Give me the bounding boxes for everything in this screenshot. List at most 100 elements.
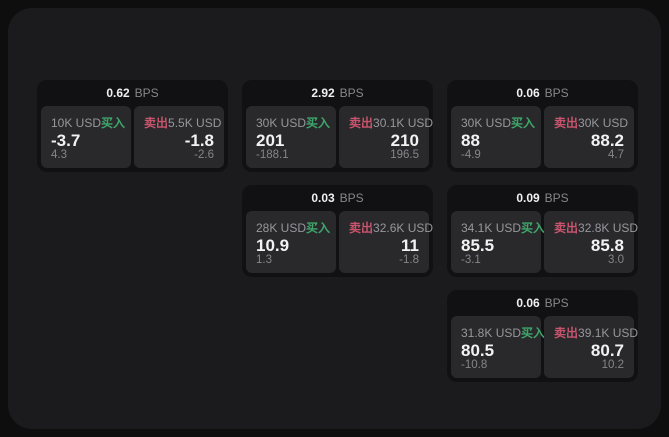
sell-size-label: 30K USD	[578, 116, 629, 130]
sell-tag: 卖出	[554, 221, 579, 235]
sell-price: 88.2	[590, 130, 624, 150]
quote-body: 30K USD 买入 88 -4.9 卖出 30K USD 88.2 4.7	[447, 106, 638, 172]
sell-tag: 卖出	[349, 116, 374, 130]
sell-price: 210	[390, 130, 419, 150]
bps-value: 2.92	[311, 86, 335, 100]
sell-delta: 196.5	[390, 148, 419, 161]
buy-price: 80.5	[461, 340, 495, 360]
quote-card: 0.06 BPS 30K USD 买入 88 -4.9 卖出 30K USD	[447, 80, 638, 172]
sell-panel[interactable]: 卖出 5.5K USD -1.8 -2.6	[134, 106, 224, 168]
sell-panel-header: 卖出 30.1K USD	[349, 114, 433, 131]
sell-tag: 卖出	[349, 221, 374, 235]
sell-panel[interactable]: 卖出 32.8K USD 85.8 3.0	[544, 211, 638, 273]
buy-panel-header: 30K USD 买入	[256, 114, 330, 131]
bps-header: 0.03 BPS	[242, 185, 433, 211]
sell-panel-header: 卖出 5.5K USD	[144, 114, 221, 131]
sell-tag: 卖出	[554, 326, 579, 340]
sell-panel-header: 卖出 32.6K USD	[349, 219, 433, 236]
buy-panel-header: 30K USD 买入	[461, 114, 535, 131]
sell-price: 11	[401, 235, 419, 255]
sell-price: 80.7	[590, 340, 624, 360]
quote-body: 34.1K USD 买入 85.5 -3.1 卖出 32.8K USD 85.8…	[447, 211, 638, 277]
buy-panel-header: 10K USD 买入	[51, 114, 125, 131]
sell-tag: 卖出	[144, 116, 169, 130]
buy-tag: 买入	[511, 116, 536, 130]
sell-size-label: 32.6K USD	[373, 221, 434, 235]
sell-size-label: 30.1K USD	[373, 116, 434, 130]
sell-panel-header: 卖出 32.8K USD	[554, 219, 638, 236]
sell-panel-header: 卖出 39.1K USD	[554, 324, 638, 341]
bps-unit-label: BPS	[134, 86, 159, 100]
buy-panel[interactable]: 10K USD 买入 -3.7 4.3	[41, 106, 131, 168]
buy-tag: 买入	[521, 326, 546, 340]
buy-price: -3.7	[51, 130, 81, 150]
buy-delta: 1.3	[256, 253, 272, 266]
buy-size-label: 10K USD	[51, 116, 102, 130]
bps-value: 0.62	[106, 86, 130, 100]
buy-tag: 买入	[101, 116, 126, 130]
buy-panel-header: 34.1K USD 买入	[461, 219, 545, 236]
app-panel: 0.62 BPS 10K USD 买入 -3.7 4.3 卖出 5.5K USD	[8, 8, 661, 429]
bps-unit-label: BPS	[544, 86, 569, 100]
buy-panel[interactable]: 31.8K USD 买入 80.5 -10.8	[451, 316, 545, 378]
bps-header: 0.06 BPS	[447, 290, 638, 316]
bps-unit-label: BPS	[544, 296, 569, 310]
sell-size-label: 32.8K USD	[578, 221, 639, 235]
buy-tag: 买入	[306, 221, 331, 235]
buy-panel[interactable]: 30K USD 买入 201 -188.1	[246, 106, 336, 168]
sell-panel[interactable]: 卖出 30.1K USD 210 196.5	[339, 106, 433, 168]
sell-price: -1.8	[184, 130, 214, 150]
sell-delta: 3.0	[608, 253, 624, 266]
quote-card: 0.06 BPS 31.8K USD 买入 80.5 -10.8 卖出 39.1…	[447, 290, 638, 382]
sell-size-label: 5.5K USD	[168, 116, 222, 130]
bps-value: 0.03	[311, 191, 335, 205]
quote-body: 28K USD 买入 10.9 1.3 卖出 32.6K USD 11 -1.8	[242, 211, 433, 277]
buy-price: 201	[256, 130, 285, 150]
buy-size-label: 30K USD	[461, 116, 512, 130]
sell-delta: 10.2	[601, 358, 624, 371]
quote-body: 10K USD 买入 -3.7 4.3 卖出 5.5K USD -1.8 -2.…	[37, 106, 228, 172]
buy-size-label: 34.1K USD	[461, 221, 522, 235]
bps-value: 0.06	[516, 86, 540, 100]
quote-body: 30K USD 买入 201 -188.1 卖出 30.1K USD 210 1…	[242, 106, 433, 172]
buy-panel[interactable]: 30K USD 买入 88 -4.9	[451, 106, 541, 168]
buy-panel[interactable]: 34.1K USD 买入 85.5 -3.1	[451, 211, 545, 273]
bps-header: 0.06 BPS	[447, 80, 638, 106]
buy-panel-header: 28K USD 买入	[256, 219, 330, 236]
bps-value: 0.09	[516, 191, 540, 205]
sell-tag: 卖出	[554, 116, 579, 130]
sell-delta: -1.8	[399, 253, 419, 266]
buy-delta: 4.3	[51, 148, 67, 161]
buy-tag: 买入	[521, 221, 546, 235]
buy-delta: -4.9	[461, 148, 481, 161]
bps-unit-label: BPS	[339, 191, 364, 205]
buy-delta: -10.8	[461, 358, 488, 371]
sell-panel[interactable]: 卖出 30K USD 88.2 4.7	[544, 106, 634, 168]
sell-panel[interactable]: 卖出 39.1K USD 80.7 10.2	[544, 316, 638, 378]
buy-price: 85.5	[461, 235, 495, 255]
sell-panel[interactable]: 卖出 32.6K USD 11 -1.8	[339, 211, 433, 273]
bps-value: 0.06	[516, 296, 540, 310]
buy-size-label: 30K USD	[256, 116, 307, 130]
sell-price: 85.8	[590, 235, 624, 255]
sell-size-label: 39.1K USD	[578, 326, 639, 340]
quote-body: 31.8K USD 买入 80.5 -10.8 卖出 39.1K USD 80.…	[447, 316, 638, 382]
buy-size-label: 31.8K USD	[461, 326, 522, 340]
sell-delta: -2.6	[194, 148, 214, 161]
buy-delta: -188.1	[256, 148, 289, 161]
buy-panel-header: 31.8K USD 买入	[461, 324, 545, 341]
bps-unit-label: BPS	[339, 86, 364, 100]
buy-price: 10.9	[256, 235, 290, 255]
buy-price: 88	[461, 130, 480, 150]
sell-delta: 4.7	[608, 148, 624, 161]
bps-header: 0.62 BPS	[37, 80, 228, 106]
quote-card: 2.92 BPS 30K USD 买入 201 -188.1 卖出 30.1K …	[242, 80, 433, 172]
buy-panel[interactable]: 28K USD 买入 10.9 1.3	[246, 211, 336, 273]
bps-header: 2.92 BPS	[242, 80, 433, 106]
quote-card: 0.62 BPS 10K USD 买入 -3.7 4.3 卖出 5.5K USD	[37, 80, 228, 172]
quote-card: 0.03 BPS 28K USD 买入 10.9 1.3 卖出 32.6K US…	[242, 185, 433, 277]
buy-size-label: 28K USD	[256, 221, 307, 235]
buy-tag: 买入	[306, 116, 331, 130]
quote-card: 0.09 BPS 34.1K USD 买入 85.5 -3.1 卖出 32.8K…	[447, 185, 638, 277]
bps-header: 0.09 BPS	[447, 185, 638, 211]
